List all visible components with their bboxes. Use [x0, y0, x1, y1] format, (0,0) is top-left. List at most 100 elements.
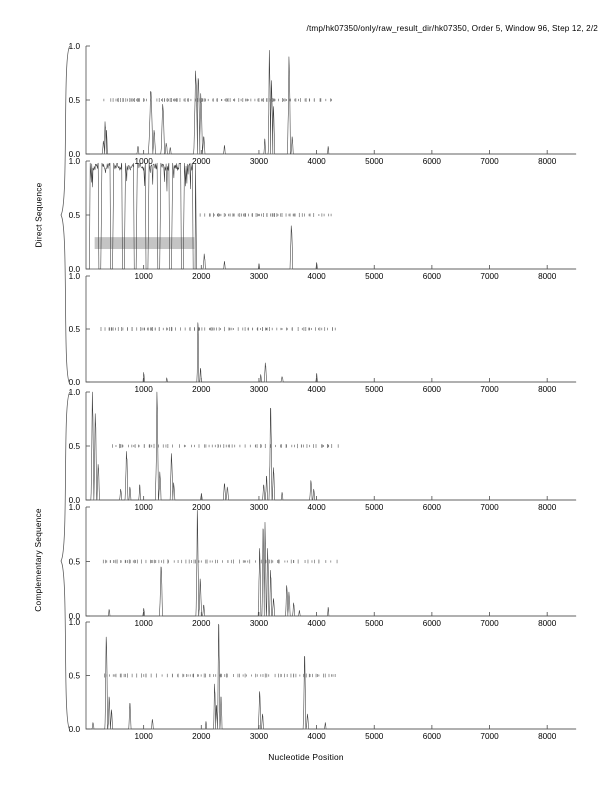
- brace-complementary-sequence: [60, 391, 71, 731]
- y-tick-label: 1.0: [69, 388, 81, 397]
- x-tick-label: 7000: [480, 157, 499, 166]
- panel-axes: [85, 45, 576, 155]
- x-tick-label: 6000: [423, 732, 442, 741]
- signal-trace: [85, 391, 577, 501]
- x-tick-label: 7000: [480, 732, 499, 741]
- panel-direct-frame-3: 0.0 0.5 1.0 1000 2000 3000 4000 5000 6000 7000 800…: [69, 272, 577, 394]
- panel-direct-frame-1: 0.0 0.5 1.0 1000 2000 3000 4000 5000 6000 7000 800…: [69, 42, 577, 166]
- y-axis-label-direct: Direct Sequence: [32, 182, 43, 248]
- x-tick-label: 1000: [135, 385, 154, 394]
- x-tick-label: 8000: [538, 272, 557, 281]
- x-tick-label: 2000: [192, 732, 211, 741]
- x-tick-label: 6000: [423, 385, 442, 394]
- x-tick-label: 6000: [423, 503, 442, 512]
- brace-direct-sequence: [60, 45, 71, 385]
- y-tick-label: 0.0: [69, 496, 81, 505]
- y-tick-label: 1.0: [69, 503, 81, 512]
- y-tick-label: 0.5: [69, 672, 81, 681]
- y-axis-label-complementary: Complementary Sequence: [32, 508, 43, 612]
- x-tick-label: 2000: [192, 272, 211, 281]
- y-tick-label: 1.0: [69, 157, 81, 166]
- x-tick-label: 1000: [135, 619, 154, 628]
- x-tick-label: 7000: [480, 385, 499, 394]
- x-tick-label: 1000: [135, 272, 154, 281]
- x-tick-label: 6000: [423, 272, 442, 281]
- x-tick-label: 2000: [192, 157, 211, 166]
- x-tick-label: 1000: [135, 732, 154, 741]
- x-tick-label: 2000: [192, 619, 211, 628]
- x-tick-label: 5000: [365, 619, 384, 628]
- rug-marks: [199, 212, 332, 218]
- panel-axes: [85, 506, 576, 617]
- x-tick-label: 1000: [135, 503, 154, 512]
- signal-trace: [85, 623, 577, 730]
- x-tick-label: 5000: [365, 157, 384, 166]
- x-tick-label: 3000: [250, 503, 269, 512]
- y-tick-label: 0.0: [69, 265, 81, 274]
- x-tick-label: 5000: [365, 732, 384, 741]
- x-tick-label: 3000: [250, 732, 269, 741]
- x-tick-label: 8000: [538, 732, 557, 741]
- x-tick-label: 3000: [250, 619, 269, 628]
- x-tick-label: 4000: [307, 272, 326, 281]
- x-tick-label: 2000: [192, 385, 211, 394]
- y-tick-label: 0.0: [69, 612, 81, 621]
- signal-trace: [195, 225, 577, 270]
- x-tick-label: 3000: [250, 272, 269, 281]
- x-tick-label: 8000: [538, 619, 557, 628]
- rug-marks: [104, 673, 336, 678]
- x-tick-label: 4000: [307, 503, 326, 512]
- x-tick-label: 4000: [307, 732, 326, 741]
- x-tick-label: 6000: [423, 157, 442, 166]
- y-tick-label: 0.0: [69, 378, 81, 387]
- y-tick-label: 1.0: [69, 42, 81, 51]
- x-tick-label: 7000: [480, 619, 499, 628]
- y-tick-label: 0.5: [69, 442, 81, 451]
- panel-complementary-frame-1: 0.0 0.5 1.0 1000 2000 3000 4000 5000 6000 7000 800…: [69, 388, 577, 512]
- y-tick-label: 0.0: [69, 725, 81, 734]
- y-tick-label: 0.0: [69, 150, 81, 159]
- rug-marks: [102, 559, 338, 564]
- shaded-region: [94, 237, 195, 250]
- rug-marks: [103, 97, 332, 103]
- signal-trace: [85, 50, 577, 155]
- x-tick-label: 7000: [480, 272, 499, 281]
- x-tick-label: 8000: [538, 157, 557, 166]
- x-tick-label: 8000: [538, 385, 557, 394]
- x-tick-label: 2000: [192, 503, 211, 512]
- x-tick-label: 6000: [423, 619, 442, 628]
- x-axis-label: Nucleotide Position: [268, 752, 344, 762]
- rug-marks: [112, 443, 339, 449]
- x-tick-label: 5000: [365, 272, 384, 281]
- x-tick-label: 3000: [250, 385, 269, 394]
- panel-direct-frame-2: 0.0 0.5 1.0 1000 2000 3000 4000 5000 6000 7000 800…: [69, 157, 577, 281]
- y-tick-label: 0.5: [69, 325, 81, 334]
- y-tick-label: 0.5: [69, 211, 81, 220]
- x-tick-label: 7000: [480, 503, 499, 512]
- y-tick-label: 0.5: [69, 558, 81, 567]
- x-tick-label: 4000: [307, 385, 326, 394]
- rug-marks: [100, 326, 336, 332]
- signal-trace: [85, 322, 577, 383]
- panel-complementary-frame-2: 0.0 0.5 1.0 1000 2000 3000 4000 5000 6000 7000 800…: [69, 503, 577, 628]
- y-tick-label: 0.5: [69, 96, 81, 105]
- panel-axes: [85, 275, 576, 383]
- y-tick-label: 1.0: [69, 272, 81, 281]
- panel-complementary-frame-3: 0.0 0.5 1.0 1000 2000 3000 4000 5000 6000 7000 800…: [69, 618, 577, 741]
- x-tick-label: 4000: [307, 619, 326, 628]
- x-tick-label: 5000: [365, 503, 384, 512]
- oscillating-trace: [89, 162, 197, 270]
- y-tick-label: 1.0: [69, 618, 81, 627]
- figure-title: /tmp/hk07350/only/raw_result_dir/hk07350…: [306, 24, 598, 33]
- panel-axes: [85, 621, 576, 730]
- panel-axes: [85, 391, 576, 501]
- x-tick-label: 1000: [135, 157, 154, 166]
- x-tick-label: 8000: [538, 503, 557, 512]
- panel-axes: [85, 160, 576, 270]
- x-tick-label: 4000: [307, 157, 326, 166]
- x-tick-label: 5000: [365, 385, 384, 394]
- signal-trace: [85, 509, 577, 617]
- x-tick-label: 3000: [250, 157, 269, 166]
